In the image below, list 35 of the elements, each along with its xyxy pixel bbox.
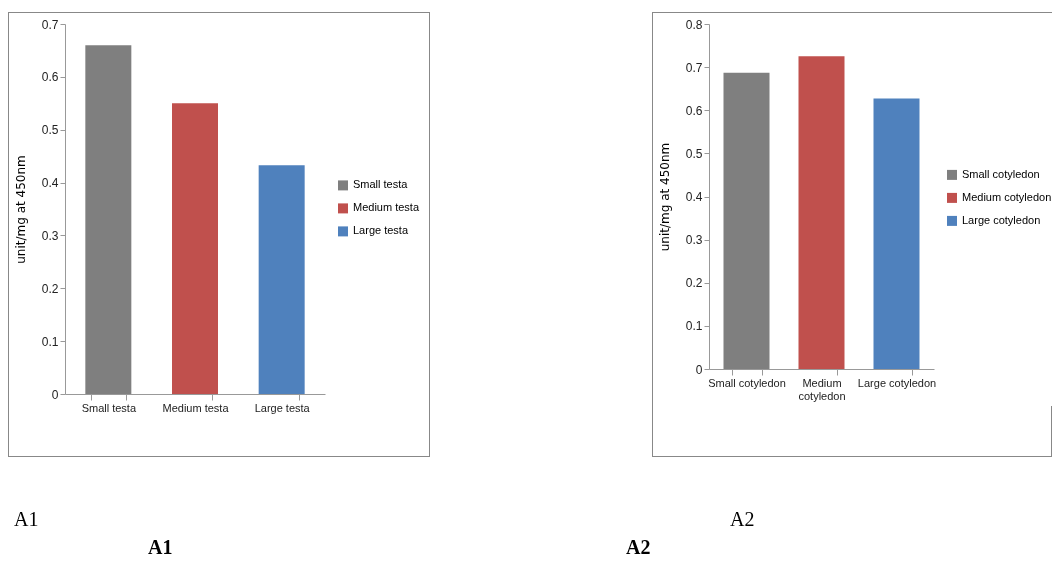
- x-tick-label: Medium testa: [162, 401, 230, 414]
- legend-label: Small testa: [353, 178, 409, 191]
- legend-label: Medium testa: [353, 201, 420, 214]
- y-tick-label: 0: [51, 387, 59, 402]
- legend-label: Large testa: [353, 224, 409, 237]
- text: A2: [730, 508, 755, 531]
- y-tick-label: 0.8: [685, 17, 703, 32]
- legend-label: Small cotyledon: [962, 167, 1040, 180]
- x-tick-label: Large cotyledon: [857, 376, 937, 389]
- y-tick-label: 0.6: [41, 70, 59, 85]
- y-tick-label: 0: [695, 362, 703, 377]
- y-tick-label: 0.7: [685, 60, 703, 75]
- y-tick-label: 0.1: [41, 334, 59, 349]
- y-axis-title: unit/mg at 450nm: [657, 142, 672, 252]
- x-tick-label: Small cotyledon: [708, 376, 786, 389]
- y-tick-label: 0.5: [41, 123, 59, 138]
- text: A1: [14, 508, 39, 531]
- text: A1: [148, 536, 173, 559]
- y-tick-label: 0.7: [41, 17, 59, 32]
- legend-label: Large cotyledon: [962, 213, 1041, 226]
- y-tick-label: 0.2: [685, 276, 703, 291]
- y-tick-label: 0.5: [685, 146, 703, 161]
- y-tick-label: 0.1: [685, 319, 703, 334]
- legend-label: Medium cotyledon: [962, 190, 1052, 203]
- text: A2: [626, 536, 651, 559]
- y-axis-title: unit/mg at 450nm: [13, 155, 28, 264]
- y-tick-label: 0.3: [41, 228, 59, 243]
- y-tick-label: 0.4: [685, 190, 703, 204]
- y-tick-label: 0.4: [41, 176, 59, 191]
- x-tick-label: Medium cotyledon: [798, 376, 846, 402]
- x-tick-label: Large testa: [254, 401, 311, 414]
- y-tick-label: 0.2: [41, 281, 59, 296]
- y-tick-label: 0.3: [685, 233, 703, 248]
- x-tick-label: Small testa: [81, 401, 137, 414]
- y-tick-label: 0.6: [685, 103, 703, 118]
